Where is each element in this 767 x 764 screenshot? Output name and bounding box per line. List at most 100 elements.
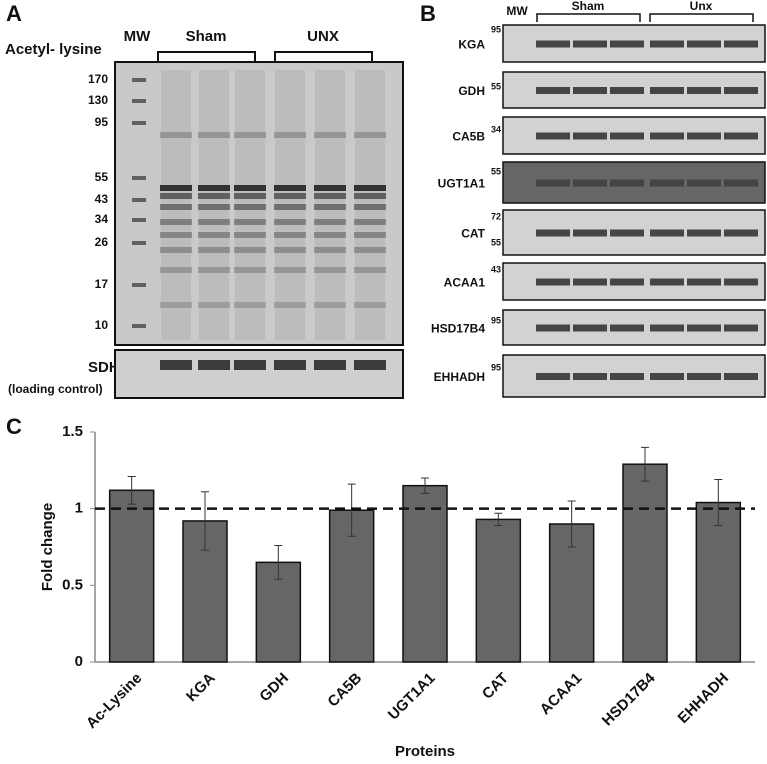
band: [160, 267, 192, 273]
group-label: Sham: [186, 28, 227, 45]
band: [274, 360, 306, 370]
band: [724, 278, 758, 286]
mw-marker: 55: [491, 166, 501, 176]
band: [314, 247, 346, 253]
band: [274, 302, 306, 308]
band: [198, 267, 230, 273]
blot-name: GDH: [458, 84, 485, 98]
band: [687, 179, 721, 187]
blot-name: KGA: [458, 38, 485, 52]
band: [160, 360, 192, 370]
band: [687, 40, 721, 48]
band: [160, 204, 192, 210]
band: [160, 302, 192, 308]
band: [354, 219, 386, 225]
y-axis-label: Fold change: [39, 503, 56, 591]
band: [354, 193, 386, 199]
band: [610, 278, 644, 286]
band: [198, 360, 230, 370]
x-tick-label: UGT1A1: [385, 670, 439, 724]
band: [234, 132, 266, 138]
error-bar: [421, 477, 429, 494]
error-bar: [494, 512, 503, 527]
band: [650, 179, 684, 187]
band: [198, 247, 230, 253]
band: [354, 360, 386, 370]
mw-marker: 34: [95, 212, 109, 226]
band: [536, 373, 570, 380]
error-bar: [127, 475, 136, 505]
band: [650, 132, 684, 140]
band: [687, 87, 721, 94]
band: [354, 204, 386, 210]
band: [650, 373, 684, 380]
band: [354, 302, 386, 308]
bar: [695, 501, 742, 663]
loading-name: SDH: [88, 359, 120, 376]
mw-marker: 55: [95, 170, 109, 184]
band: [314, 232, 346, 238]
band: [610, 373, 644, 380]
band: [536, 132, 570, 140]
panel-label: C: [6, 414, 22, 439]
band: [234, 232, 266, 238]
band: [274, 185, 306, 191]
band: [724, 373, 758, 380]
band: [354, 185, 386, 191]
error-bar: [567, 500, 576, 548]
band: [274, 193, 306, 199]
y-tick-label: 1.5: [62, 423, 83, 440]
band: [314, 193, 346, 199]
band: [198, 193, 230, 199]
band: [573, 87, 607, 94]
blot-name: ACAA1: [444, 276, 486, 290]
error-bar: [641, 446, 649, 482]
ladder-band: [132, 218, 146, 222]
band: [573, 40, 607, 48]
band: [198, 185, 230, 191]
x-tick-label: EHHADH: [675, 670, 732, 727]
mw-marker: 95: [491, 315, 501, 325]
mw-marker: 17: [95, 277, 109, 291]
band: [160, 132, 192, 138]
band: [354, 132, 386, 138]
band: [610, 87, 644, 94]
blot-title: Acetyl- lysine: [5, 41, 102, 58]
blot-name: UGT1A1: [438, 177, 486, 191]
band: [724, 40, 758, 48]
band: [650, 40, 684, 48]
loading-note: (loading control): [8, 382, 103, 396]
band: [687, 132, 721, 140]
band: [724, 179, 758, 187]
band: [234, 360, 266, 370]
band: [160, 185, 192, 191]
ladder-band: [132, 99, 146, 103]
blot: [114, 61, 404, 346]
error-bar: [274, 544, 283, 580]
band: [573, 132, 607, 140]
blot-name: CA5B: [452, 130, 485, 144]
panel-label: B: [420, 1, 436, 26]
mw-marker: 130: [88, 93, 108, 107]
band: [160, 247, 192, 253]
x-tick-label: HSD17B4: [599, 669, 659, 729]
band: [354, 232, 386, 238]
band: [610, 40, 644, 48]
ladder-band: [132, 121, 146, 125]
band: [198, 232, 230, 238]
mw-marker: 10: [95, 318, 109, 332]
band: [198, 219, 230, 225]
band: [160, 193, 192, 199]
y-tick-label: 0.5: [62, 576, 83, 593]
x-tick-label: KGA: [183, 670, 219, 706]
band: [573, 324, 607, 332]
band: [610, 229, 644, 237]
band: [610, 179, 644, 187]
band: [234, 193, 266, 199]
bar: [622, 463, 668, 663]
band: [274, 232, 306, 238]
band: [274, 204, 306, 210]
band: [536, 87, 570, 94]
band: [650, 229, 684, 237]
x-axis-label: Proteins: [395, 743, 455, 760]
